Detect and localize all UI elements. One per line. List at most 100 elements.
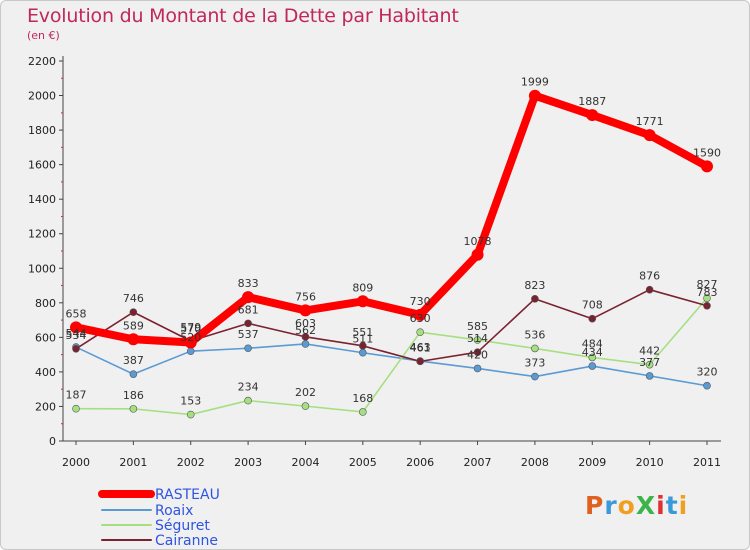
data-label: 783: [697, 286, 718, 299]
data-label: 579: [180, 321, 201, 334]
data-label: 708: [582, 299, 603, 312]
data-label: 1078: [464, 235, 492, 248]
data-point: [531, 295, 539, 303]
data-label: 833: [238, 277, 259, 290]
x-tick-label: 2000: [62, 456, 90, 469]
data-label: 461: [410, 341, 431, 354]
x-tick-label: 2009: [578, 456, 606, 469]
data-label: 746: [123, 292, 144, 305]
data-label: 234: [238, 381, 259, 394]
data-point: [531, 372, 539, 381]
x-tick-label: 2007: [464, 456, 492, 469]
x-tick-label: 2011: [693, 456, 721, 469]
data-label: 603: [295, 317, 316, 330]
data-label: 823: [524, 279, 545, 292]
legend-label: RASTEAU: [155, 487, 220, 503]
data-point: [643, 129, 656, 142]
proxiti-logo: ProXiti: [585, 491, 688, 520]
data-label: 373: [524, 357, 545, 370]
data-label: 570: [180, 323, 201, 336]
data-point: [72, 344, 80, 353]
data-label: 1771: [636, 115, 664, 128]
data-label: 420: [467, 348, 488, 361]
x-tick-label: 2002: [177, 456, 205, 469]
data-point: [701, 160, 713, 173]
data-point: [299, 304, 312, 317]
data-label: 536: [524, 328, 545, 341]
data-point: [416, 328, 424, 336]
data-label: 809: [352, 281, 373, 294]
y-tick-label: 1800: [28, 124, 56, 137]
data-label: 463: [410, 341, 431, 354]
series-line-rasteau: [72, 91, 711, 347]
data-label: 434: [582, 346, 603, 359]
data-label: 681: [238, 303, 259, 316]
data-label: 1999: [521, 76, 549, 89]
data-label: 377: [639, 356, 660, 369]
data-point: [129, 405, 138, 413]
data-label: 585: [467, 320, 488, 333]
data-point: [129, 308, 138, 316]
data-label: 484: [582, 337, 603, 350]
x-tick-label: 2005: [349, 456, 377, 469]
series-line-séguret: [75, 297, 708, 416]
legend-label: Cairanne: [155, 533, 218, 549]
data-point: [359, 348, 367, 357]
data-point: [186, 410, 195, 419]
data-label: 658: [66, 307, 87, 320]
logo-letter: r: [604, 491, 618, 520]
data-label: 544: [66, 327, 87, 340]
data-point: [645, 360, 654, 369]
data-point: [703, 381, 711, 390]
data-label: 551: [352, 326, 373, 339]
y-tick-label: 2000: [28, 90, 56, 103]
series-line-cairanne: [75, 288, 708, 363]
data-point: [127, 333, 140, 346]
data-label: 168: [352, 392, 373, 405]
chart-title: Evolution du Montant de la Dette par Hab…: [27, 5, 459, 27]
data-point: [588, 353, 597, 362]
data-point: [242, 291, 255, 304]
data-point: [244, 344, 252, 353]
data-point: [473, 364, 482, 373]
x-tick-label: 2010: [636, 456, 664, 469]
y-tick-label: 800: [35, 297, 56, 310]
y-tick-label: 1600: [28, 159, 56, 172]
data-point: [471, 248, 484, 261]
data-point: [703, 294, 711, 302]
data-label: 520: [180, 331, 201, 344]
data-point: [301, 340, 310, 348]
data-point: [703, 301, 711, 310]
legend-label: Séguret: [155, 518, 210, 534]
data-label: 537: [238, 328, 259, 341]
data-label: 153: [180, 395, 201, 408]
series-line-roaix: [75, 343, 708, 387]
data-label: 756: [295, 290, 316, 303]
data-point: [356, 295, 369, 308]
data-point: [244, 396, 252, 405]
x-tick-label: 2006: [406, 456, 434, 469]
data-label: 387: [123, 354, 144, 367]
data-point: [473, 348, 482, 357]
logo-letter: X: [635, 491, 657, 520]
data-point: [244, 319, 252, 328]
y-tick-label: 1400: [28, 193, 56, 206]
data-point: [645, 285, 654, 294]
data-point: [531, 344, 539, 353]
data-label: 186: [123, 389, 144, 402]
data-point: [359, 342, 367, 350]
y-tick-label: 400: [35, 366, 56, 379]
data-point: [129, 370, 138, 378]
data-label: 202: [295, 386, 316, 399]
data-point: [414, 308, 427, 321]
y-tick-label: 200: [35, 400, 56, 413]
data-point: [72, 404, 80, 413]
data-label: 320: [697, 366, 718, 379]
data-point: [184, 336, 197, 349]
y-tick-label: 1000: [28, 262, 56, 275]
logo-letter: i: [678, 491, 689, 520]
x-tick-label: 2004: [291, 456, 319, 469]
data-point: [645, 372, 654, 380]
x-tick-label: 2003: [234, 456, 262, 469]
